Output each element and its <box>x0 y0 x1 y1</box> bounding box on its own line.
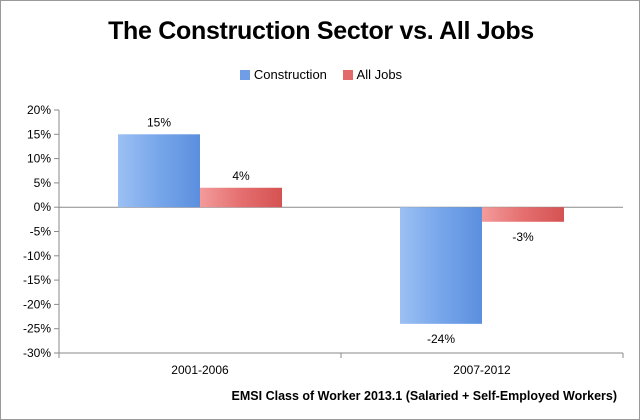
data-label-construction: -24% <box>427 332 455 346</box>
x-category-label: 2007-2012 <box>453 363 511 377</box>
data-label-all-jobs: -3% <box>512 230 534 244</box>
legend-label-all-jobs: All Jobs <box>356 67 403 82</box>
bar-construction-2001-2006 <box>118 134 200 208</box>
y-tick-label: -15% <box>23 273 51 287</box>
legend-label-construction: Construction <box>253 67 327 82</box>
y-tick-label: -20% <box>23 297 51 311</box>
y-tick-label: 0% <box>34 200 52 214</box>
chart-source-note: EMSI Class of Worker 2013.1 (Salaried + … <box>231 389 617 403</box>
legend-swatch-all-jobs <box>342 70 353 80</box>
legend-item-all-jobs: All Jobs <box>342 67 403 82</box>
x-category-label: 2001-2006 <box>171 363 229 377</box>
y-tick-label: -25% <box>23 322 51 336</box>
chart-title: The Construction Sector vs. All Jobs <box>108 17 534 45</box>
data-label-construction: 15% <box>147 115 171 129</box>
chart-legend: Construction All Jobs <box>1 67 639 82</box>
legend-swatch-construction <box>239 70 250 80</box>
y-tick-label: -30% <box>23 346 51 360</box>
y-tick-label: 10% <box>27 152 51 166</box>
bar-all-jobs-2007-2012 <box>482 207 564 222</box>
bar-all-jobs-2001-2006 <box>200 187 282 208</box>
legend-item-construction: Construction <box>239 67 327 82</box>
y-tick-label: 20% <box>27 103 51 117</box>
data-label-all-jobs: 4% <box>232 169 250 183</box>
y-tick-label: 15% <box>27 127 51 141</box>
y-tick-label: -5% <box>30 225 52 239</box>
y-tick-label: 5% <box>34 176 52 190</box>
bar-construction-2007-2012 <box>400 207 482 324</box>
y-tick-label: -10% <box>23 249 51 263</box>
